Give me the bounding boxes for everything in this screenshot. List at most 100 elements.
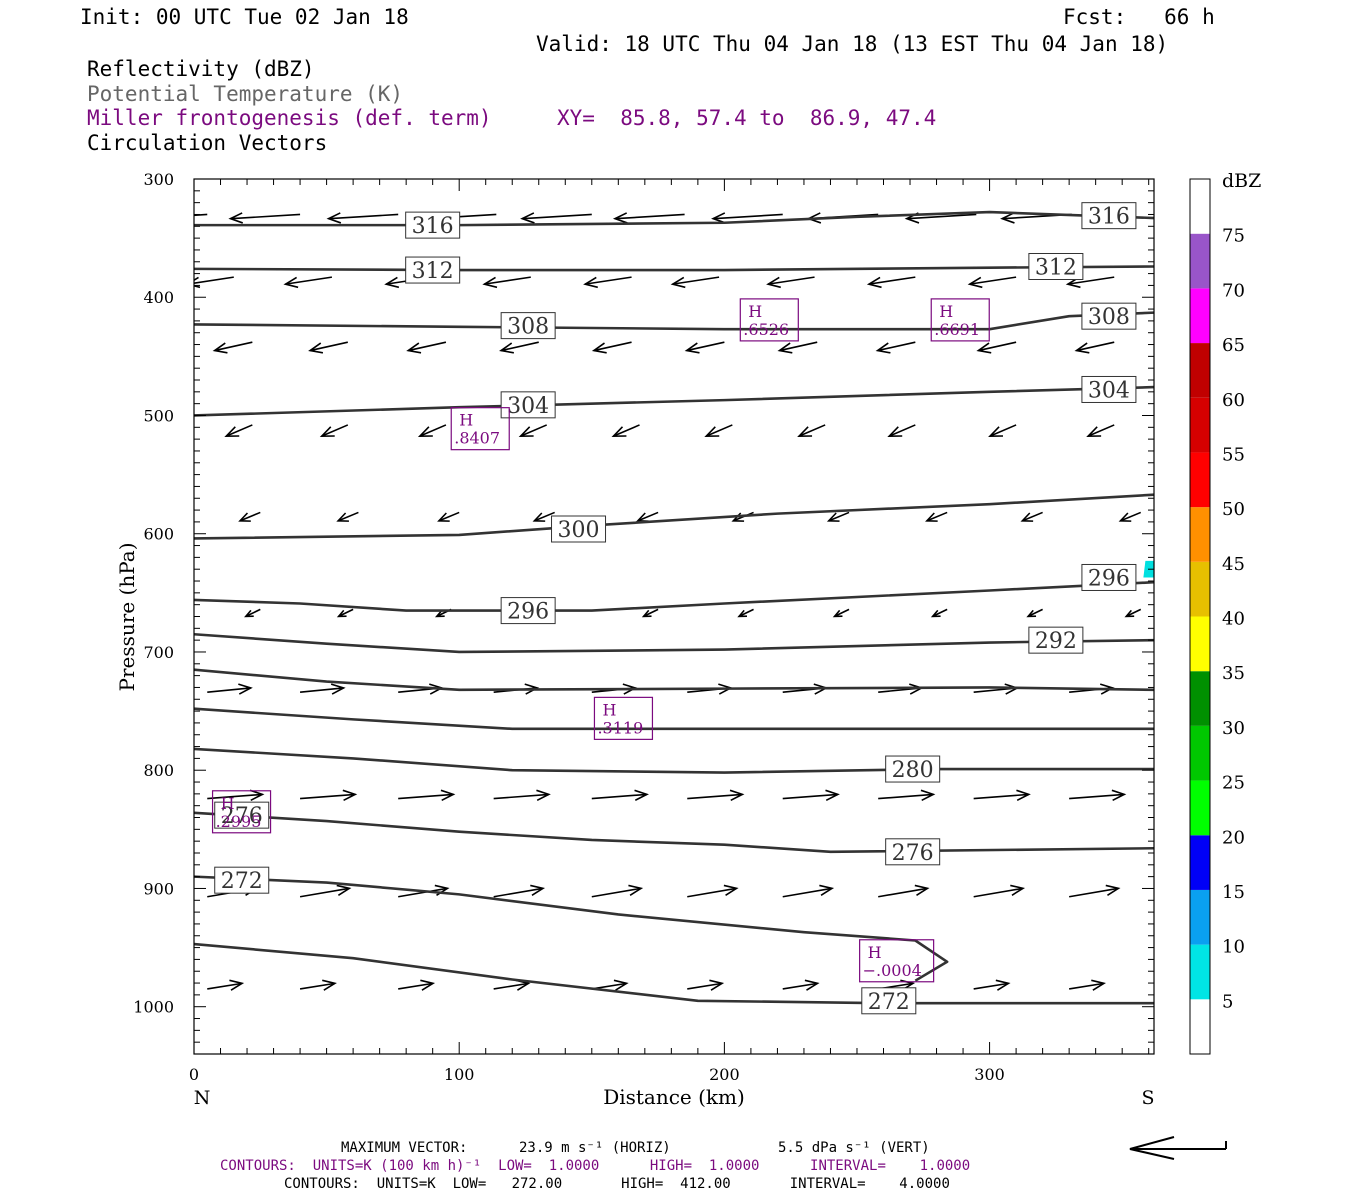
circulation-vector [194,213,208,217]
circulation-vector [482,276,531,289]
circulation-vector [687,789,745,802]
theta-contour-label: 308 [500,312,556,340]
max-vector-label: MAXIMUM VECTOR: [341,1140,468,1156]
field-frontogenesis: Miller frontogenesis (def. term) [87,106,492,130]
high-value: .2995 [216,812,262,831]
theta-contour-label: 304 [1081,375,1137,403]
north-label: N [194,1087,211,1109]
colorbar-tick-label: 45 [1222,554,1245,575]
high-value: .6691 [934,320,980,339]
circulation-vector [520,212,592,224]
colorbar-swatch [1190,944,1210,1000]
svg-text:272: 272 [868,990,910,1015]
circulation-vector [194,276,234,289]
theta-contour-label: 272 [861,987,917,1015]
theta-contour [194,668,1154,692]
circulation-vector [336,608,354,618]
x-tick-label: 200 [709,1065,740,1084]
y-tick-label: 900 [143,879,174,898]
init-time: Init: 00 UTC Tue 02 Jan 18 [80,5,409,29]
frontogenesis-high: H−.0004 [859,939,935,983]
circulation-vector [973,884,1026,898]
circulation-vector [1086,424,1115,437]
svg-text:276: 276 [892,841,934,866]
theta-contour-label: 280 [885,755,941,783]
theta-contour [194,493,1154,540]
circulation-vector [878,789,936,802]
circulation-vector [737,608,754,618]
circulation-vector [967,276,1017,289]
theta-contour-label: 312 [405,256,461,284]
circulation-vector [300,789,358,802]
circulation-vector [1069,979,1106,991]
colorbar-swatch [1190,725,1210,781]
svg-text:316: 316 [1088,205,1130,230]
colorbar-frame [1189,178,1211,1055]
colorbar-tick-label: 55 [1222,444,1245,465]
circulation-vector [988,424,1017,437]
circulation-vector [1069,789,1127,802]
contours-theta: CONTOURS: UNITS=K LOW= 272.00 HIGH= 412.… [284,1176,950,1192]
colorbar-tick-label: 50 [1222,499,1245,520]
high-value: .6526 [743,320,789,339]
circulation-vector [1069,884,1121,898]
circulation-vector [406,341,447,354]
theta-contour-label: 312 [1028,253,1084,281]
theta-contour-label: 296 [1081,563,1137,591]
circulation-vector [930,608,948,618]
circulation-vector [319,424,349,437]
svg-text:312: 312 [1035,256,1077,281]
high-letter: H [221,794,235,813]
circulation-vector [583,276,632,289]
colorbar-swatch [1190,561,1210,617]
svg-text:280: 280 [892,758,934,783]
colorbar-tick-label: 65 [1222,335,1245,356]
theta-contour-label: 316 [1081,202,1137,230]
svg-text:292: 292 [1035,629,1077,654]
circulation-vector [283,276,333,289]
theta-contour-label: 272 [214,866,270,894]
svg-text:296: 296 [1088,566,1130,591]
theta-contour [194,747,1154,774]
frontogenesis-high: H.2995 [211,790,272,834]
circulation-vector [228,212,301,224]
circulation-vector [493,884,546,898]
colorbar-swatch [1190,507,1210,562]
theta-contour [194,632,1154,654]
theta-contour [194,265,1154,272]
colorbar-tick-label: 35 [1222,663,1245,684]
theta-contour-label: 304 [500,391,556,419]
circulation-vector [299,979,337,991]
circulation-vector [207,683,253,695]
y-tick-label: 500 [143,406,174,425]
x-tick-label: 300 [974,1065,1005,1084]
circulation-vector [973,683,1020,695]
theta-contour [194,875,949,982]
theta-contour [194,385,1154,417]
theta-contour [194,707,1154,731]
svg-text:272: 272 [221,869,263,894]
theta-contour-label: 276 [885,838,941,866]
y-tick-label: 300 [143,170,174,189]
theta-contour-label: 316 [405,211,461,239]
colorbar-tick-label: 5 [1222,991,1233,1012]
theta-contour-label: 308 [1081,302,1137,330]
colorbar-swatch [1190,671,1210,726]
circulation-vector [973,979,1011,991]
south-label: S [1141,1087,1154,1109]
theta-contour [194,580,1154,612]
y-axis-label: Pressure (hPa) [115,543,139,692]
high-value: .3119 [597,718,643,737]
high-letter: H [459,411,473,430]
circulation-vector [925,511,948,522]
high-letter: H [939,302,953,321]
circulation-vector [308,341,348,354]
theta-contour-label: 300 [551,515,607,543]
max-vector-horiz: 23.9 m s⁻¹ (HORIZ) [519,1140,671,1156]
circulation-vector [782,789,840,802]
y-tick-label: 700 [143,643,174,662]
circulation-vector [766,276,815,289]
y-tick-label: 400 [143,288,174,307]
svg-text:296: 296 [507,600,549,625]
